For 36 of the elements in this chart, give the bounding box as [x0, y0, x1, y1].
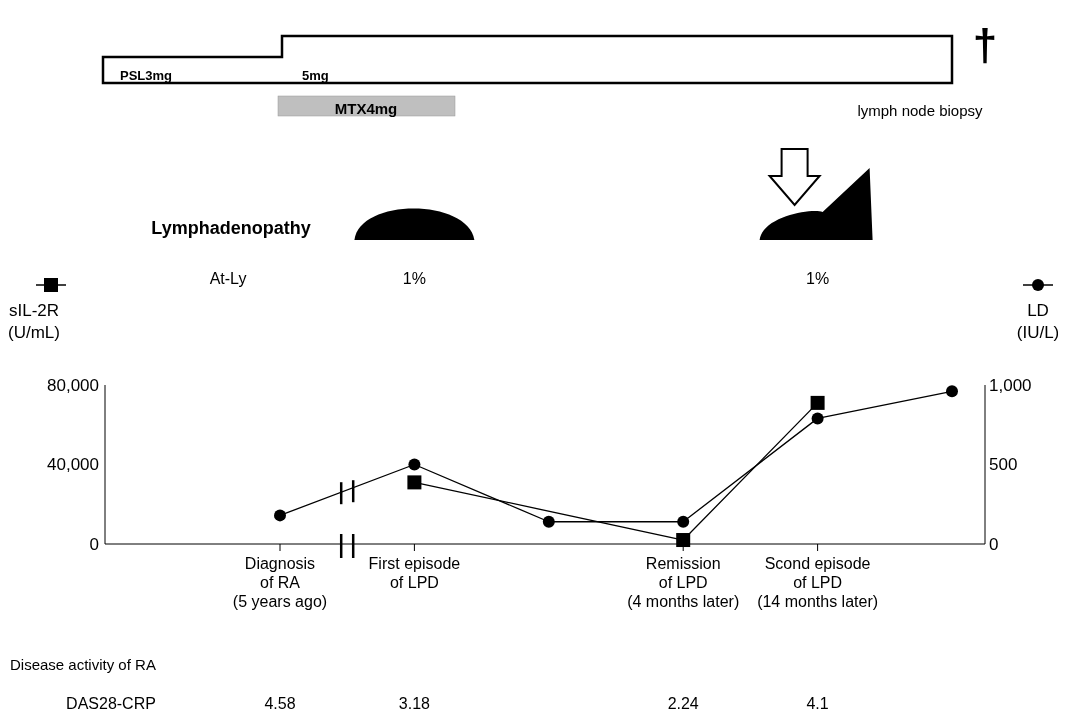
y-tick-label: 0 [89, 534, 99, 554]
y-tick-label: 80,000 [47, 375, 99, 395]
text: 2.24 [667, 695, 699, 712]
text: 4.58 [264, 695, 296, 712]
text: 4.1 [806, 695, 829, 712]
text: MTX4mg [334, 100, 398, 117]
y-tick-label: 40,000 [47, 455, 99, 474]
point [274, 509, 286, 522]
point [811, 412, 824, 425]
text: 1% [402, 270, 426, 287]
x-tick-label: Diagnosis of RA (5 years ago) [232, 555, 328, 610]
y2-tick-label: 1,000 [989, 375, 1032, 395]
point [676, 533, 691, 548]
point [542, 515, 555, 528]
y-axis-title: sIL-2R (U/mL) [8, 301, 60, 342]
y2-axis-title: LD (IU/L) [1016, 301, 1060, 342]
text: At-Ly [209, 270, 247, 287]
text: Disease activity of RA [10, 656, 156, 673]
text: 3.18 [398, 695, 431, 712]
point [946, 385, 958, 398]
point [407, 475, 422, 490]
point [677, 515, 690, 528]
text: Lymphadenopathy [151, 218, 311, 238]
y2-tick-label: 500 [989, 455, 1018, 474]
text: † [972, 20, 998, 69]
text: lymph node biopsy [857, 102, 984, 119]
point [408, 458, 421, 471]
x-tick-label: First episode of LPD [368, 555, 461, 591]
point [810, 395, 825, 410]
text: DAS28-CRP [66, 695, 156, 712]
text: PSL3mg [120, 68, 173, 83]
y2-tick-label: 0 [989, 534, 999, 554]
x-tick-label: Scond episode of LPD (14 months later) [757, 555, 879, 610]
x-tick-label: Remission of LPD (4 months later) [627, 555, 740, 610]
text: 5mg [302, 68, 329, 83]
text: 1% [806, 270, 830, 287]
